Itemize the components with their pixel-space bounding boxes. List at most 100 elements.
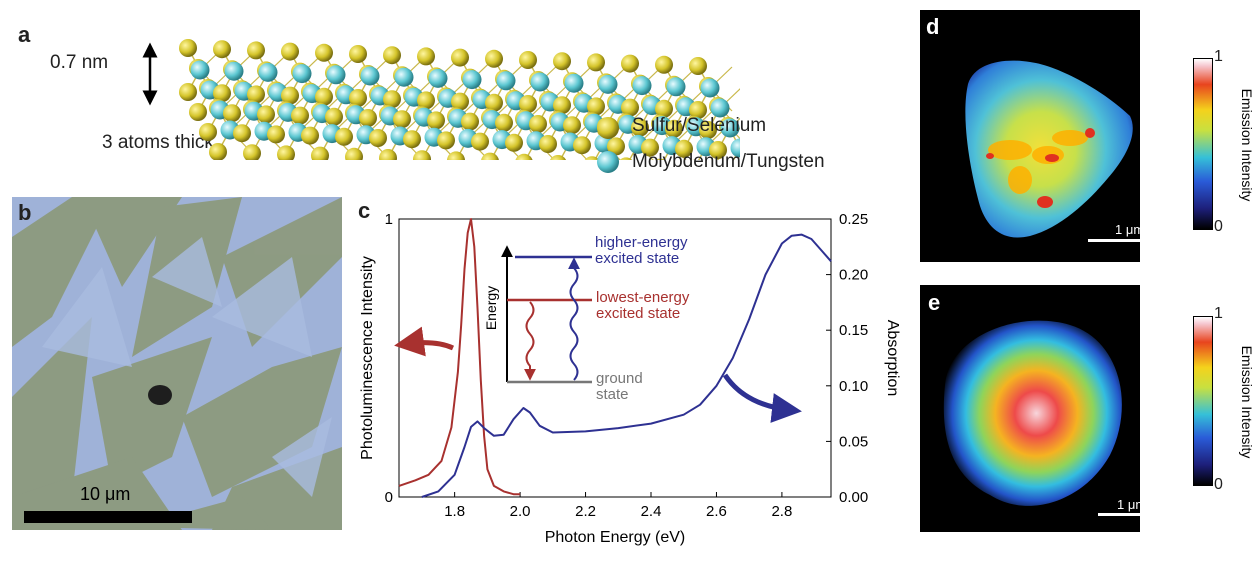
scalebar-d-label: 1 μm	[1115, 222, 1145, 237]
sulfur-atom	[655, 99, 673, 118]
sulfur-atom	[413, 150, 431, 160]
sulfur-atom	[621, 98, 639, 117]
panel-a-letter: a	[18, 22, 31, 47]
molybdenum-atom	[710, 98, 730, 118]
sulfur-atom	[369, 129, 387, 147]
sulfur-atom	[709, 141, 727, 159]
energy-level-inset: Energy higher-energy excited state lowes…	[483, 234, 690, 403]
sulfur-atom	[417, 91, 435, 110]
molybdenum-atom	[428, 68, 448, 88]
sulfur-atom	[553, 52, 571, 71]
sulfur-atom	[447, 151, 465, 160]
emission-wavy-arrow	[524, 301, 536, 381]
absorption-spectrum-line	[421, 233, 832, 498]
x-tick-label: 2.4	[641, 503, 662, 520]
y-right-tick-label: 0.20	[839, 267, 868, 284]
sulfur-atom	[179, 83, 197, 101]
absorption-axis-arrow	[722, 373, 802, 423]
sulfur-atom	[519, 95, 537, 113]
sulfur-atom	[485, 49, 503, 68]
sulfur-atom	[587, 97, 605, 116]
y-right-tick-label: 0.00	[839, 489, 868, 506]
sulfur-atom	[417, 47, 435, 66]
sulfur-atom	[553, 96, 571, 115]
x-tick-label: 2.6	[706, 503, 727, 520]
sulfur-atom	[359, 109, 377, 127]
sulfur-atom	[257, 105, 275, 124]
sulfur-atom	[325, 107, 343, 126]
sulfur-atom	[539, 135, 557, 153]
x-tick-label: 2.0	[510, 503, 531, 520]
sulfur-atom	[461, 112, 479, 131]
molybdenum-atom	[258, 62, 278, 82]
sulfur-atom	[505, 133, 523, 152]
colorbar-d-label: Emission Intensity	[1239, 89, 1255, 202]
molybdenum-atom	[394, 67, 414, 87]
panel-e-letter: e	[928, 290, 941, 315]
sulfur-atom	[563, 116, 581, 135]
sulfur-atom	[247, 85, 265, 104]
sulfur-atom	[199, 123, 217, 141]
x-axis-label: Photon Energy (eV)	[545, 529, 686, 546]
y-axis-label-left: Photoluminescence Intensity	[359, 256, 376, 460]
colorbar-e-min: 0	[1214, 476, 1223, 493]
sulfur-atom	[641, 138, 659, 157]
sulfur-atom	[451, 92, 469, 111]
sulfur-atom	[267, 125, 285, 144]
sulfur-atom	[549, 155, 567, 160]
molybdenum-atom	[700, 78, 720, 98]
colorbar-d-min: 0	[1214, 218, 1223, 235]
legend-molybdenum-label: Molybdenum/Tungsten	[632, 151, 825, 172]
sulfur-atom	[631, 118, 649, 137]
scalebar-e-label: 1 μm	[1117, 497, 1147, 512]
colorbar-d-max: 1	[1214, 48, 1223, 65]
molybdenum-atom	[190, 60, 210, 80]
scalebar-d	[1088, 239, 1140, 242]
molybdenum-atom	[292, 64, 312, 84]
sulfur-atom	[349, 89, 367, 107]
y-axis-label-right: Absorption	[884, 320, 901, 397]
colorbar-d-label-wrap: Emission Intensity	[1239, 89, 1255, 202]
legend-sulfur-label: Sulfur/Selenium	[632, 115, 767, 136]
scalebar-b-label: 10 μm	[80, 484, 131, 504]
molybdenum-atom-icon	[597, 151, 619, 173]
sulfur-atom	[243, 144, 261, 160]
y-left-tick-label: 0	[385, 489, 393, 506]
panel-b-letter: b	[18, 200, 32, 225]
molybdenum-atom	[496, 71, 516, 91]
sulfur-atom	[481, 152, 499, 160]
sulfur-atom	[665, 119, 683, 138]
colorbar-e-max: 1	[1214, 305, 1223, 322]
sulfur-atom	[515, 153, 533, 160]
legend-atom-icons	[597, 117, 619, 173]
sulfur-atom	[519, 51, 537, 69]
sulfur-atom	[233, 124, 251, 143]
sulfur-atom	[209, 143, 227, 160]
sulfur-atom	[485, 93, 503, 112]
sulfur-atom-icon	[597, 117, 619, 139]
sulfur-atom	[699, 121, 717, 139]
molybdenum-atom	[598, 74, 618, 94]
sulfur-atom	[689, 57, 707, 75]
x-tick-label: 2.8	[771, 503, 792, 520]
sulfur-atom	[393, 110, 411, 129]
pl-axis-arrow	[394, 326, 455, 357]
sulfur-atom	[437, 131, 455, 150]
molybdenum-atom	[720, 118, 740, 138]
particle-defect	[148, 385, 172, 405]
molybdenum-atom	[326, 65, 346, 85]
ground-state-label-1: ground	[596, 370, 643, 387]
scalebar-e	[1098, 513, 1140, 516]
absorption-wavy-arrow	[568, 257, 580, 381]
sulfur-atom	[587, 53, 605, 72]
sulfur-atom	[291, 106, 309, 125]
atom-lattice	[179, 39, 740, 160]
colorbar-e	[1193, 316, 1213, 486]
y-right-tick-label: 0.05	[839, 433, 868, 450]
x-tick-label: 2.2	[575, 503, 596, 520]
x-tick-label: 1.8	[444, 503, 465, 520]
sulfur-atom	[655, 158, 665, 160]
sulfur-atom	[584, 156, 600, 160]
sulfur-atom	[495, 113, 513, 132]
lowest-energy-label-2: excited state	[596, 305, 680, 322]
